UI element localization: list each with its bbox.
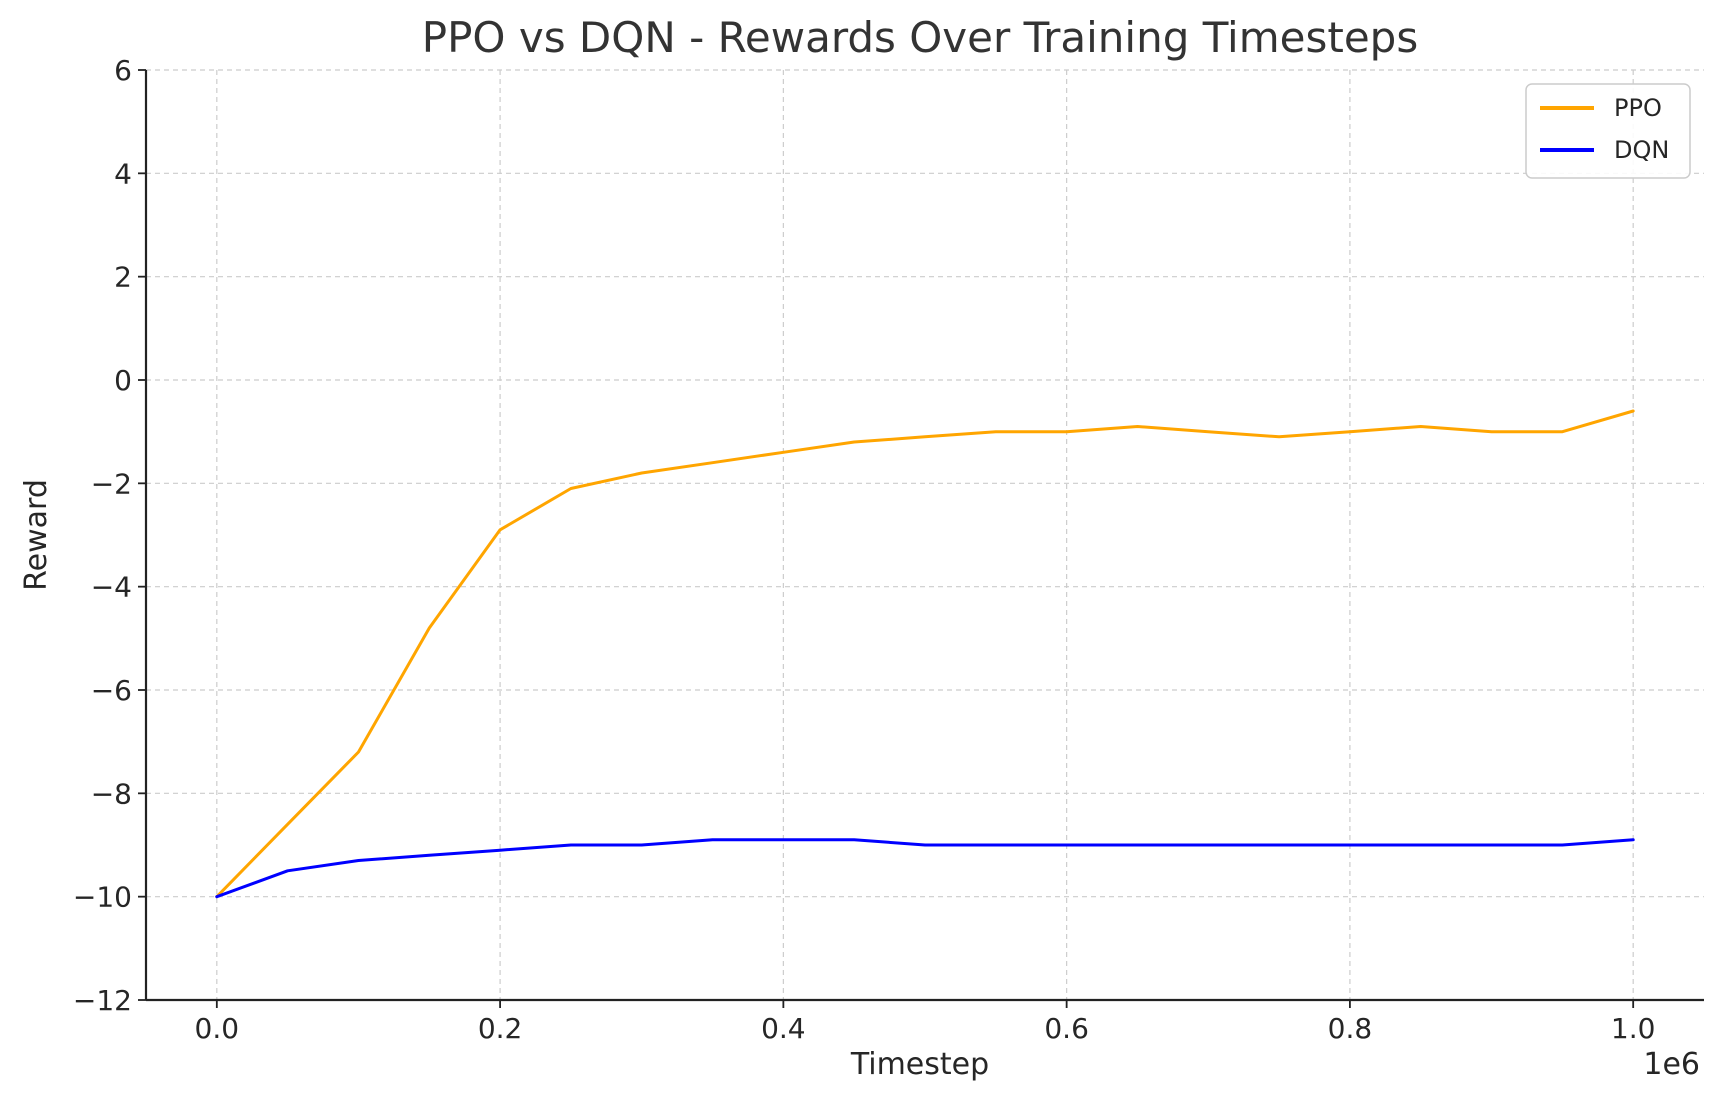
x-tick-label: 0.4 — [761, 1012, 806, 1045]
x-axis-label: Timestep — [850, 1047, 989, 1082]
x-tick-label: 0.2 — [478, 1012, 523, 1045]
axes — [144, 70, 1704, 1002]
x-tick-label: 1.0 — [1611, 1012, 1656, 1045]
legend-label-dqn: DQN — [1614, 136, 1669, 164]
y-tick-label: 2 — [114, 261, 132, 294]
y-tick-label: 6 — [114, 54, 132, 87]
series-line-ppo — [215, 409, 1635, 899]
y-tick-label: −8 — [91, 777, 132, 810]
x-offset-label: 1e6 — [1643, 1047, 1700, 1082]
y-tick-label: 4 — [114, 157, 132, 190]
legend-label-ppo: PPO — [1614, 94, 1662, 122]
x-tick-label: 0.6 — [1044, 1012, 1089, 1045]
y-tick-label: −6 — [91, 674, 132, 707]
y-tick-label: −12 — [73, 984, 132, 1017]
x-tick-label: 0.8 — [1328, 1012, 1373, 1045]
y-tick-label: −10 — [73, 881, 132, 914]
y-tick-label: 0 — [114, 364, 132, 397]
y-tick-label: −2 — [91, 467, 132, 500]
y-ticks: −12 −10 −8 −6 −4 −2 0 2 4 6 — [73, 54, 146, 1017]
series-group — [215, 409, 1635, 899]
y-tick-label: −4 — [91, 571, 132, 604]
x-tick-label: 0.0 — [195, 1012, 240, 1045]
y-axis-label: Reward — [19, 479, 54, 591]
legend: PPO DQN — [1525, 83, 1691, 179]
series-line-dqn — [215, 838, 1635, 899]
chart-title: PPO vs DQN - Rewards Over Training Times… — [422, 13, 1418, 62]
x-ticks: 0.0 0.2 0.4 0.6 0.8 1.0 — [195, 1000, 1656, 1045]
